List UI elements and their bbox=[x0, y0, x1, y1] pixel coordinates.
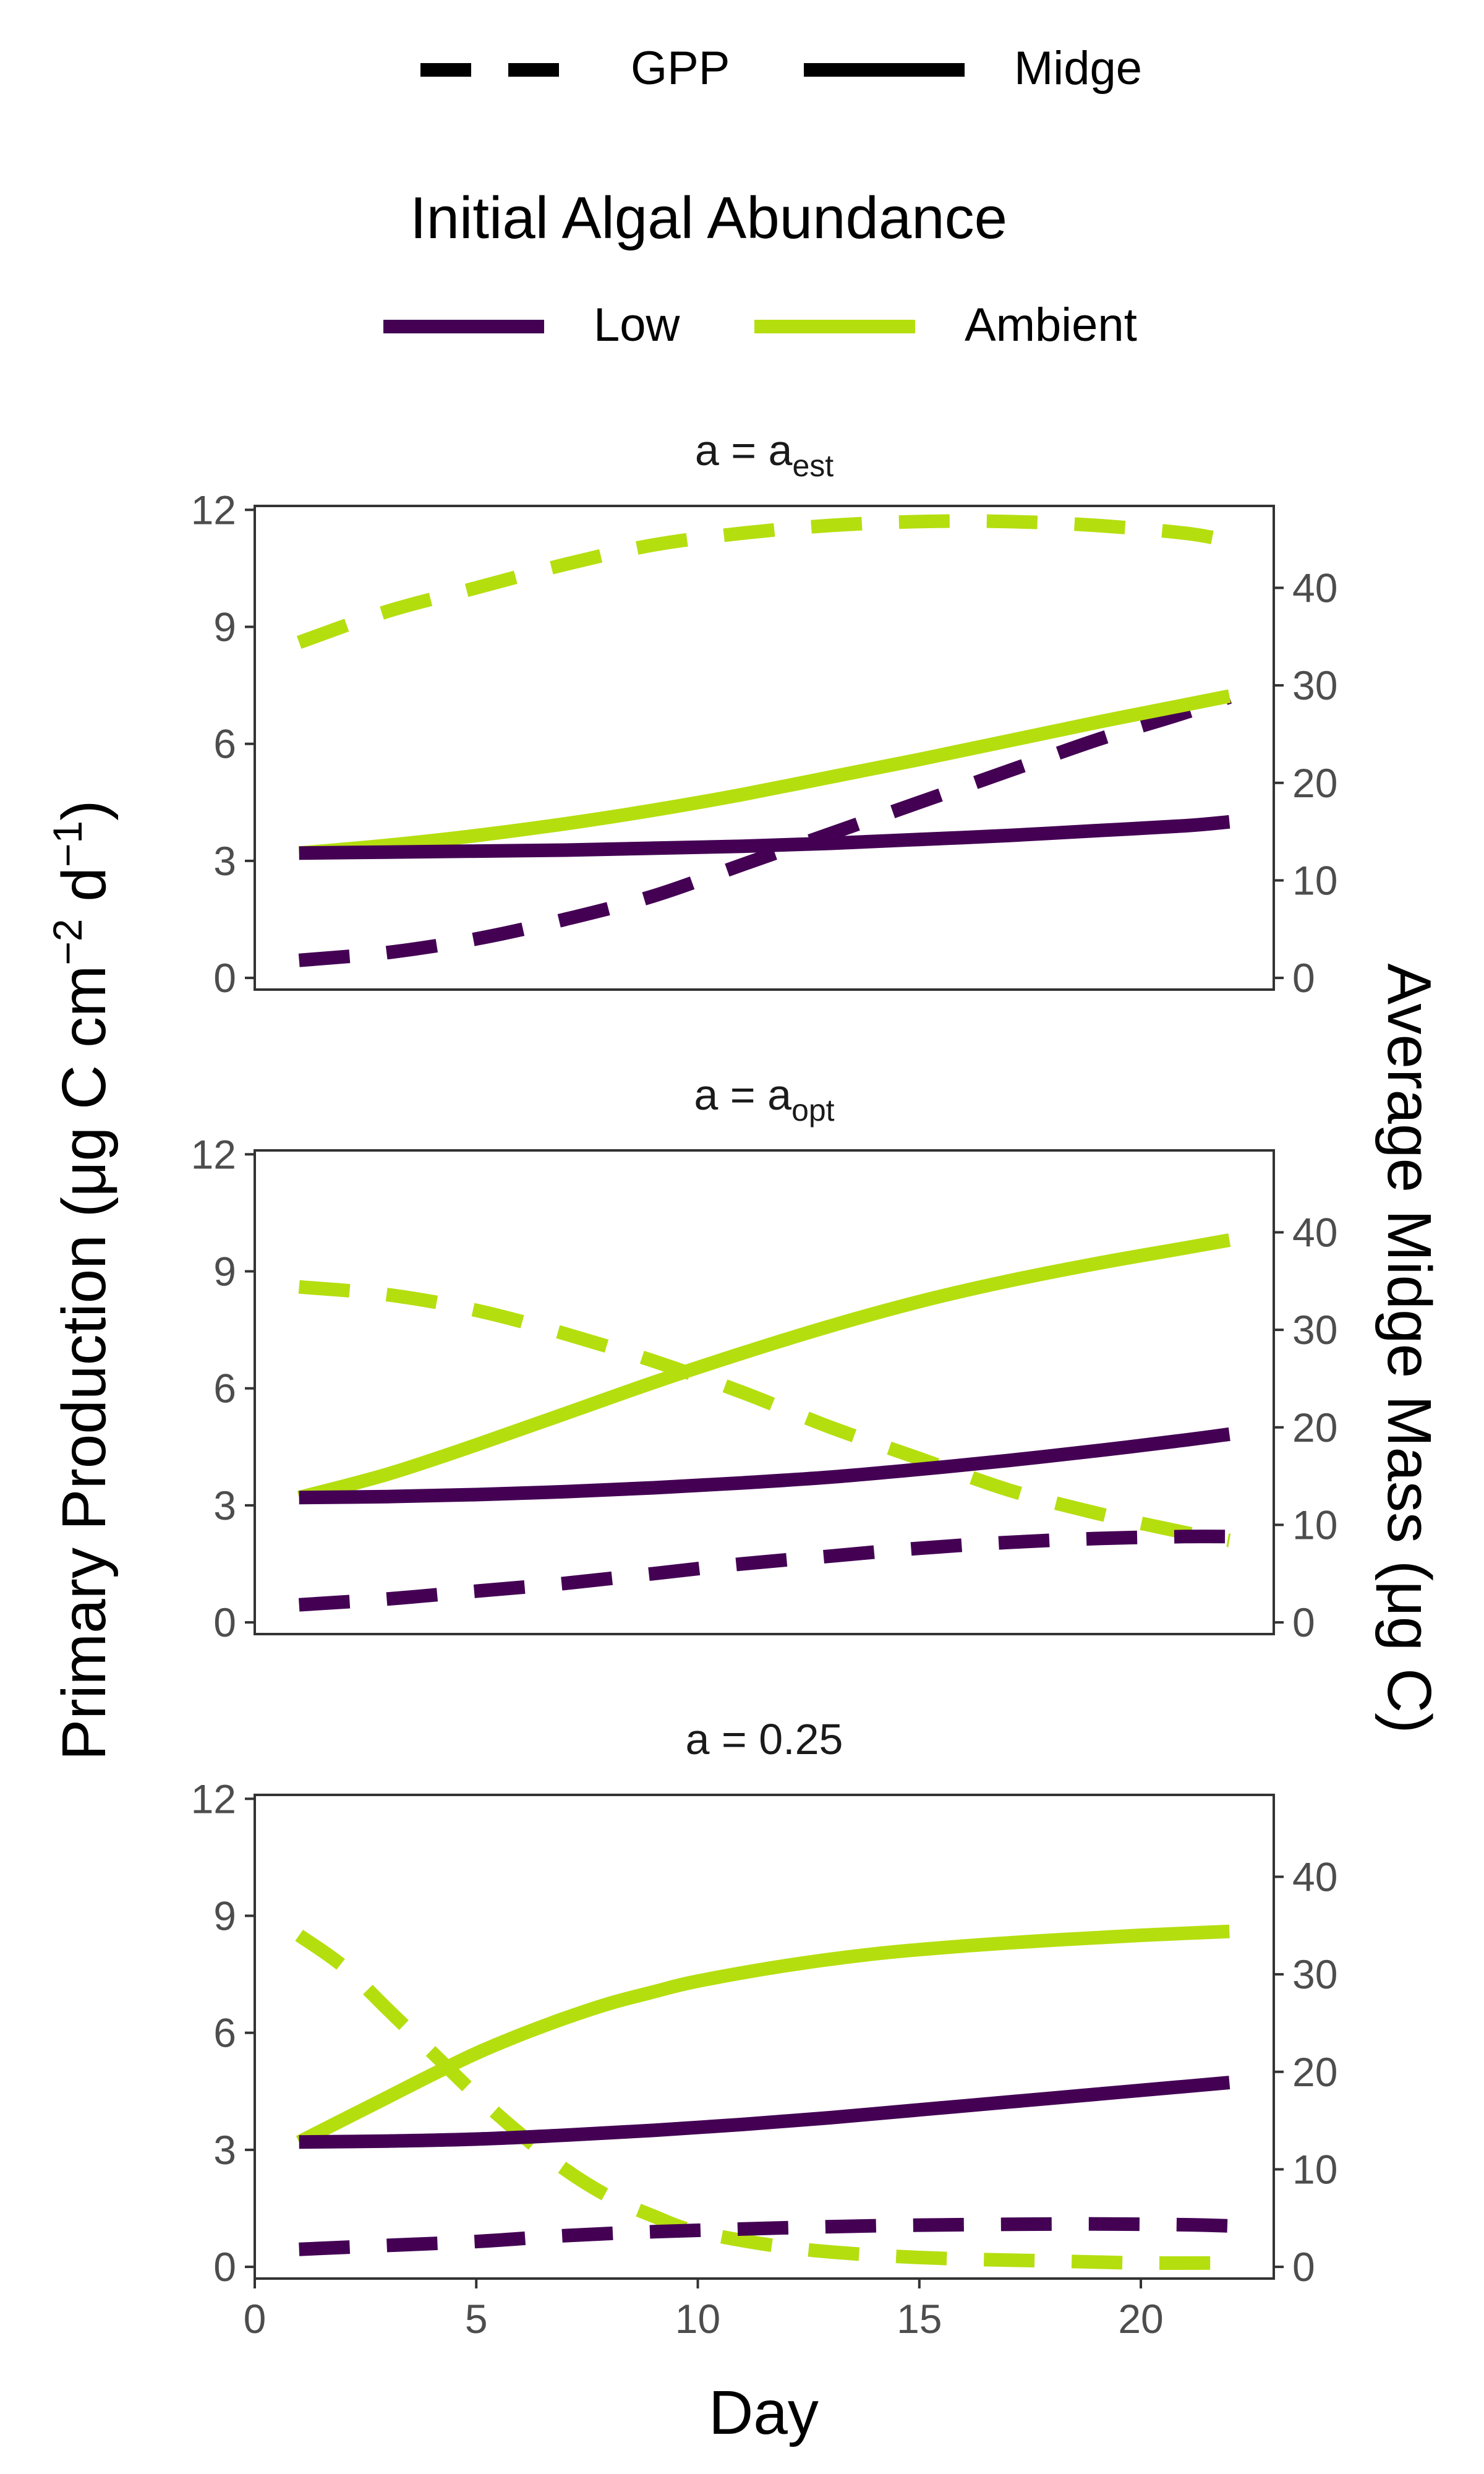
y-left-tick-label: 3 bbox=[213, 2127, 236, 2173]
y-right-tick-label: 40 bbox=[1292, 1209, 1337, 1255]
y-left-tick-label: 6 bbox=[213, 2010, 236, 2056]
color-legend: Initial Algal Abundance Low Ambient bbox=[383, 185, 1137, 351]
legend-midge-label: Midge bbox=[1014, 42, 1142, 95]
y-left-tick-label: 9 bbox=[213, 1893, 236, 1939]
x-tick-label: 20 bbox=[1118, 2296, 1163, 2342]
color-legend-title: Initial Algal Abundance bbox=[410, 185, 1007, 251]
y-left-tick-label: 12 bbox=[191, 1776, 236, 1821]
panel-border bbox=[254, 505, 1275, 991]
y-left-tick-label: 3 bbox=[213, 1483, 236, 1528]
y-left-tick-label: 0 bbox=[213, 2244, 236, 2290]
panel-border bbox=[254, 1794, 1275, 2280]
y-right-tick-label: 0 bbox=[1292, 955, 1315, 1001]
panel-title-main: a = 0.25 bbox=[686, 1715, 843, 1763]
x-tick-label: 10 bbox=[675, 2296, 720, 2342]
y-left-tick-label: 3 bbox=[213, 838, 236, 884]
y-left-tick-label: 9 bbox=[213, 1249, 236, 1295]
y-right-tick-label: 40 bbox=[1292, 565, 1337, 610]
y-left-tick-label: 0 bbox=[213, 1599, 236, 1645]
panel-2: a = aopt 0 3 6 9 12 0 10 20 30 40 bbox=[191, 1071, 1338, 1645]
y-axis-title-left: Primary Production (μg C cm−2 d−1) bbox=[45, 800, 119, 1761]
panel-border bbox=[254, 1149, 1275, 1635]
series-midge-ambient bbox=[297, 1233, 1231, 1504]
panel-series bbox=[295, 1924, 1230, 2271]
y-right-tick-label: 30 bbox=[1292, 1951, 1337, 1997]
series-midge-low bbox=[299, 1427, 1230, 1505]
legend-low-label: Low bbox=[594, 299, 681, 351]
series-gpp-low bbox=[298, 690, 1232, 967]
panel-title: a = 0.25 bbox=[686, 1715, 843, 1763]
y-right-tick-label: 10 bbox=[1292, 1502, 1337, 1547]
y-right-tick-label: 10 bbox=[1292, 2146, 1337, 2192]
panel-title-main: a = a bbox=[694, 1071, 791, 1119]
y-left-tick-label: 0 bbox=[213, 955, 236, 1001]
y-right-tick-label: 10 bbox=[1292, 857, 1337, 903]
series-midge-ambient bbox=[298, 689, 1231, 860]
y-right-tick-label: 20 bbox=[1292, 2049, 1337, 2095]
y-axis-title-left-sup1: −2 bbox=[45, 919, 90, 965]
y-left-tick-label: 6 bbox=[213, 721, 236, 767]
series-gpp-ambient bbox=[297, 514, 1231, 649]
x-tick-label: 15 bbox=[897, 2296, 942, 2342]
y-right-tick-label: 0 bbox=[1292, 2244, 1315, 2290]
panel-title: a = aopt bbox=[694, 1071, 834, 1128]
series-gpp-ambient bbox=[298, 1280, 1231, 1547]
panel-3: a = 0.25 0 3 6 9 12 0 10 20 30 40 0 5 10 15 20 bbox=[191, 1715, 1338, 2342]
y-axis-title-left-text: Primary Production (μg C cm bbox=[49, 965, 119, 1761]
series-gpp-ambient bbox=[295, 1929, 1230, 2271]
y-right-tick-label: 0 bbox=[1292, 1599, 1315, 1645]
panel-title: a = aest bbox=[695, 426, 834, 483]
linetype-legend: GPP Midge bbox=[420, 42, 1142, 95]
series-midge-ambient bbox=[296, 1924, 1230, 2149]
y-axis-title-left-close: ) bbox=[49, 800, 119, 821]
panel-title-subscript: opt bbox=[791, 1093, 835, 1128]
legend-gpp-label: GPP bbox=[631, 42, 730, 95]
panel-series bbox=[297, 514, 1232, 967]
y-right-tick-label: 40 bbox=[1292, 1854, 1337, 1899]
series-gpp-low bbox=[298, 1530, 1230, 1612]
x-axis-title: Day bbox=[709, 2378, 819, 2447]
y-left-tick-label: 9 bbox=[213, 604, 236, 650]
y-left-tick-label: 12 bbox=[191, 1131, 236, 1177]
y-right-tick-label: 30 bbox=[1292, 1307, 1337, 1353]
x-tick-label: 0 bbox=[244, 2296, 267, 2342]
panel-title-main: a = a bbox=[695, 426, 793, 474]
series-midge-low bbox=[299, 815, 1230, 860]
y-axis-title-left-sup2: −1 bbox=[45, 821, 90, 867]
series-gpp-low bbox=[299, 2217, 1230, 2256]
series-midge-low bbox=[299, 2076, 1230, 2149]
x-tick-label: 5 bbox=[465, 2296, 488, 2342]
panel-series bbox=[297, 1233, 1231, 1612]
y-right-tick-label: 20 bbox=[1292, 1405, 1337, 1450]
y-left-tick-label: 6 bbox=[213, 1366, 236, 1411]
y-right-tick-label: 30 bbox=[1292, 662, 1337, 708]
y-axis-title-left-mid: d bbox=[49, 867, 119, 918]
legend-ambient-label: Ambient bbox=[965, 299, 1137, 351]
y-left-tick-label: 12 bbox=[191, 487, 236, 533]
panel-1: a = aest 0 3 6 9 12 0 10 20 30 40 bbox=[191, 426, 1338, 1001]
y-right-tick-label: 20 bbox=[1292, 760, 1337, 806]
y-axis-title-right: Average Midge Mass (μg C) bbox=[1375, 963, 1444, 1733]
panel-title-subscript: est bbox=[792, 448, 834, 483]
